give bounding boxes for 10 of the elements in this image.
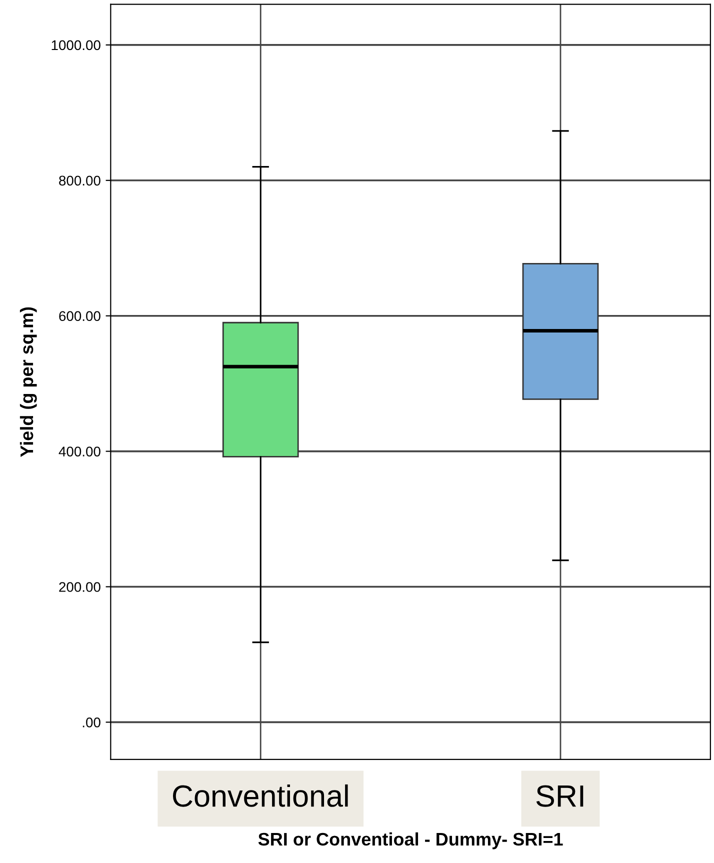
y-tick-label: 1000.00 [52,40,100,50]
y-axis-title: Yield (g per sq.m) [20,307,37,457]
y-tick-label: 800.00 [59,176,100,186]
y-tick-label: 600.00 [59,311,100,322]
x-tick-label: Conventional [172,784,348,807]
x-axis-title: SRI or Conventioal - Dummy- SRI=1 [258,832,563,850]
y-tick-label: .00 [82,718,100,728]
x-tick-label: SRI [536,785,584,807]
y-tick-label: 200.00 [59,582,100,592]
y-tick-label: 400.00 [58,446,100,456]
